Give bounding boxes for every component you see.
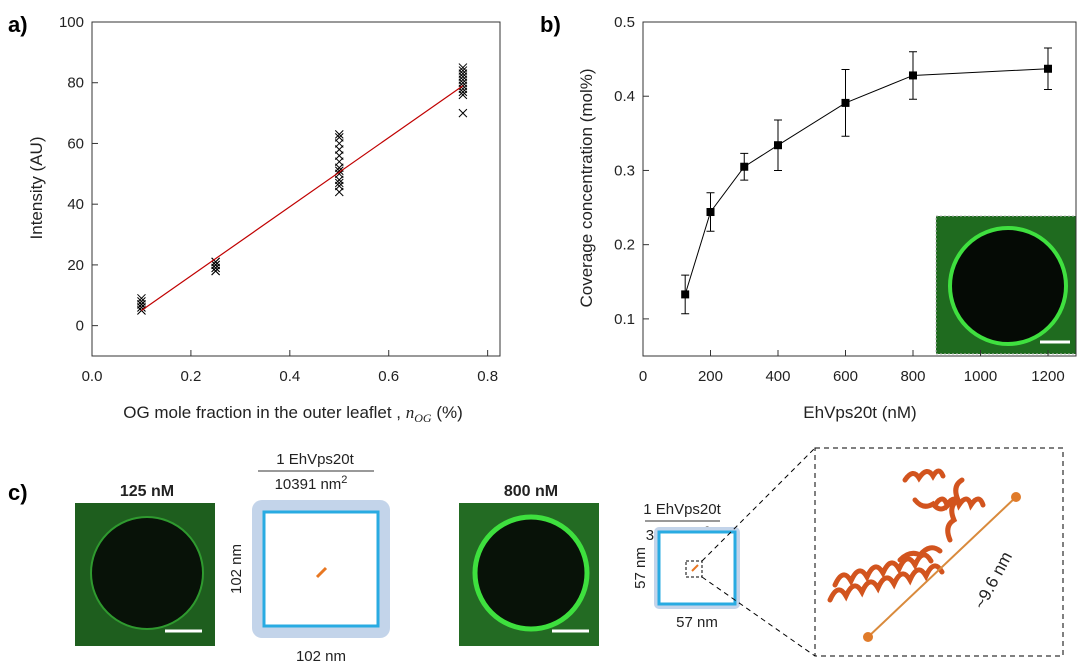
zoom-line [701,576,816,657]
cross-marker [458,90,468,100]
length-line [867,496,1017,638]
x-tick-label: 1200 [1031,368,1064,385]
fraction-numerator: 1 EhVps20t [276,451,354,468]
cross-marker [211,266,220,276]
cross-marker [334,145,344,154]
inset-image [935,215,1077,355]
x-label-var: n [406,403,415,422]
protein-marker [691,564,699,572]
y-tick-label: 40 [67,196,84,213]
y-tick-label: 80 [67,75,84,92]
x-label-text: OG mole fraction in the outer leaflet , [123,403,406,422]
cross-marker [211,257,220,267]
x-tick-label: 200 [698,368,723,385]
cross-marker [458,69,468,78]
y-tick-label: 0.2 [614,237,635,254]
schematic-square [657,530,737,606]
panel-label: a) [8,12,28,37]
micrograph [459,503,599,646]
denominator: 10391 nm [275,476,342,493]
cross-marker [458,72,468,82]
bottom-label: 57 nm [676,614,718,631]
cross-marker [137,303,146,312]
panel-label: b) [540,12,561,37]
point-marker [681,290,690,299]
y-axis-label: Coverage concentration (mol%) [577,68,596,307]
fraction-denominator: 10391 nm2 [275,474,348,493]
plot-frame [642,21,1077,357]
length-end [863,632,873,642]
cross-marker [458,87,468,97]
x-tick-label: 0 [639,368,647,385]
x-label-unit: (%) [432,403,463,422]
point-marker [773,141,782,150]
side-label: 102 nm [228,544,245,594]
x-axis-label: EhVps20t (nM) [803,403,916,422]
x-axis-label: OG mole fraction in the outer leaflet , … [123,403,463,425]
cross-marker [334,181,344,191]
cross-marker [458,63,468,72]
cross-marker [458,66,468,75]
cross-marker [458,108,468,118]
panel-label: c) [8,480,28,505]
cross-marker [334,139,344,148]
cross-marker [334,133,344,142]
bottom-label: 102 nm [296,648,346,665]
point-marker [706,208,715,217]
cross-marker [211,260,220,270]
micrograph [75,503,215,646]
x-tick-label: 400 [765,368,790,385]
x-tick-label: 1000 [964,368,997,385]
image-label: 800 nM [504,483,558,500]
side-label: 57 nm [632,547,649,589]
y-tick-label: 0.1 [614,311,635,328]
y-axis-label: Intensity (AU) [27,137,46,240]
y-tick-label: 60 [67,135,84,152]
fit-line [141,85,464,311]
cross-marker [334,178,344,188]
cross-marker [458,78,468,88]
point-marker [1043,64,1052,73]
cross-marker [334,151,344,160]
cross-marker [334,187,344,197]
x-tick-label: 0.8 [477,368,498,385]
x-tick-label: 600 [833,368,858,385]
cross-marker [137,293,146,303]
y-tick-label: 0.5 [614,14,635,31]
x-tick-label: 800 [900,368,925,385]
point-marker [740,162,749,171]
x-tick-label: 0.2 [180,368,201,385]
x-tick-label: 0.6 [378,368,399,385]
fraction-numerator: 1 EhVps20t [643,501,721,518]
cross-marker [334,157,344,167]
length-end [1011,492,1021,502]
cross-marker [137,300,146,309]
y-tick-label: 20 [67,257,84,274]
cross-marker [334,129,344,139]
y-tick-label: 0 [76,318,84,335]
plot-frame [91,21,501,357]
schematic-square [262,510,380,628]
x-tick-label: 0.0 [82,368,103,385]
cross-marker [137,296,146,306]
y-tick-label: 0.3 [614,162,635,179]
cross-marker [334,169,344,179]
point-marker [908,71,917,80]
y-tick-label: 100 [59,14,84,31]
image-label: 125 nM [120,483,174,500]
zoom-box [685,560,703,578]
x-label-sub: OG [414,411,432,425]
cross-marker [458,75,468,85]
point-marker [841,98,850,107]
protein-marker [315,566,328,579]
exponent: 2 [341,474,347,486]
x-tick-label: 0.4 [279,368,300,385]
cross-marker [458,84,468,94]
cross-marker [334,175,344,185]
y-tick-label: 0.4 [614,88,635,105]
cross-marker [211,263,220,273]
protein-structure [827,468,986,603]
